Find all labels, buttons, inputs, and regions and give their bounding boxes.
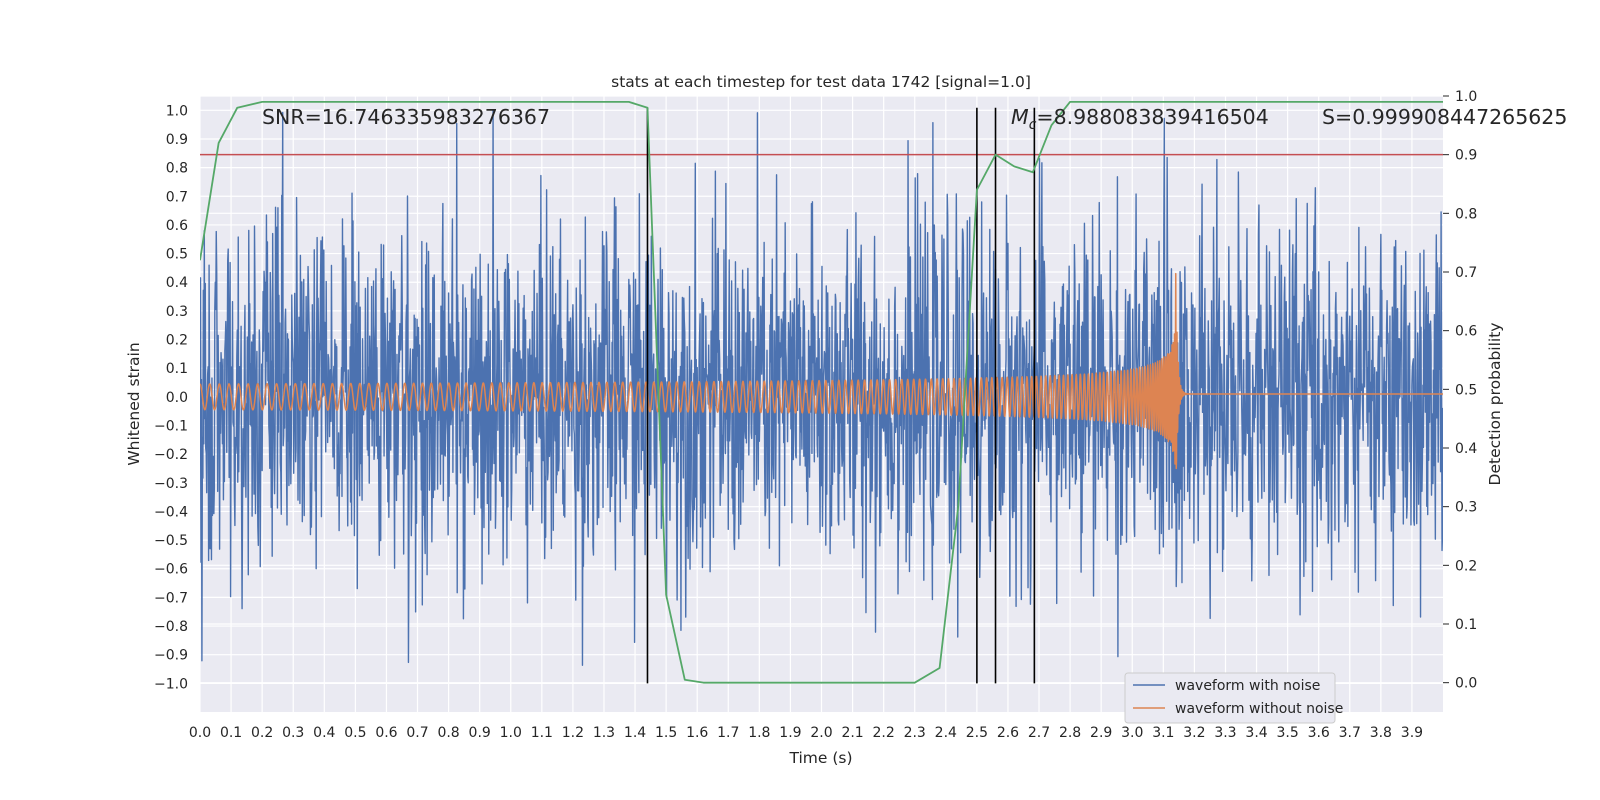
x-tick-label: 0.6 [375,725,397,741]
y-tick-label: 0.1 [166,361,188,377]
x-tick-label: 3.6 [1308,725,1330,741]
y-tick-label: 0.6 [166,218,188,234]
x-tick-label: 0.2 [251,725,273,741]
x-tick-label: 0.0 [189,725,211,741]
y-tick-label: −0.4 [154,504,188,520]
y-tick-label: −0.1 [154,418,188,434]
y-tick-label: 1.0 [166,103,188,119]
x-tick-label: 2.3 [904,725,926,741]
x-tick-label: 1.0 [500,725,522,741]
x-tick-label: 2.4 [935,725,957,741]
y2-tick-label: 0.0 [1455,676,1477,692]
x-tick-label: 2.7 [1028,725,1050,741]
chirp-mass-subscript: c [1029,117,1037,133]
x-tick-label: 3.1 [1152,725,1174,741]
y2-tick-label: 0.4 [1455,441,1477,457]
x-tick-label: 2.9 [1090,725,1112,741]
y2-tick-label: 0.8 [1455,206,1477,222]
y2-tick-label: 0.5 [1455,382,1477,398]
y-tick-label: 0.0 [166,390,188,406]
y-tick-label: −0.9 [154,648,188,664]
x-tick-label: 1.9 [779,725,801,741]
y-tick-label: 0.9 [166,132,188,148]
x-tick-label: 3.4 [1245,725,1267,741]
y-tick-label: 0.3 [166,304,188,320]
y2-tick-label: 1.0 [1455,89,1477,105]
x-tick-label: 1.5 [655,725,677,741]
y2-tick-label: 0.7 [1455,265,1477,281]
y2-axis-label: Detection probability [1486,323,1504,486]
x-tick-label: 3.0 [1121,725,1143,741]
x-tick-label: 3.7 [1339,725,1361,741]
y-tick-label: 0.7 [166,189,188,205]
x-tick-label: 1.3 [593,725,615,741]
y-tick-label: 0.4 [166,275,188,291]
y-tick-label: −0.5 [154,533,188,549]
x-tick-label: 3.9 [1401,725,1423,741]
chirp-mass-annotation: Mc=8.988083839416504 [1011,105,1269,133]
x-tick-label: 3.3 [1214,725,1236,741]
x-tick-label: 0.5 [344,725,366,741]
x-tick-label: 3.5 [1276,725,1298,741]
x-tick-label: 0.7 [406,725,428,741]
y2-tick-labels: 0.0 0.1 0.2 0.3 0.4 0.5 0.6 0.7 0.8 0.9 1.0 [1443,89,1477,692]
chart-title: stats at each timestep for test data 174… [611,73,1031,91]
y-tick-label: −0.3 [154,476,188,492]
legend-label-waveform-with-noise: waveform with noise [1175,678,1320,694]
y-tick-label: −0.6 [154,562,188,578]
y-tick-label: −0.7 [154,590,188,606]
series-line-waveform-without-noise [200,272,1443,470]
x-tick-label: 2.0 [810,725,832,741]
x-tick-label: 3.8 [1370,725,1392,741]
series-line-waveform-with-noise [200,109,1443,666]
x-tick-label: 0.1 [220,725,242,741]
legend: waveform with noise waveform without noi… [1124,672,1343,724]
y-tick-label: 0.8 [166,161,188,177]
x-tick-label: 3.2 [1183,725,1205,741]
x-tick-label: 2.6 [997,725,1019,741]
x-tick-label: 2.5 [966,725,988,741]
y2-tick-label: 0.3 [1455,500,1477,516]
x-tick-label: 1.7 [717,725,739,741]
legend-box [1124,672,1336,724]
x-tick-label: 1.6 [686,725,708,741]
y-tick-label: 0.2 [166,333,188,349]
y-tick-label: −0.8 [154,619,188,635]
series-line-detection-probability [200,100,1443,684]
legend-label-waveform-without-noise: waveform without noise [1175,701,1343,717]
y2-tick-label: 0.1 [1455,617,1477,633]
y-axis-label: Whitened strain [125,342,143,465]
x-tick-label: 1.1 [531,725,553,741]
x-axis-label: Time (s) [788,749,852,767]
x-tick-label: 1.8 [748,725,770,741]
x-tick-label: 2.2 [873,725,895,741]
x-tick-label: 0.9 [469,725,491,741]
x-tick-labels: 0.0 0.1 0.2 0.3 0.4 0.5 0.6 0.7 0.8 0.9 1.0 1.1 1.2 1… [189,725,1423,741]
x-tick-label: 1.4 [624,725,646,741]
plot-marks [200,100,1443,684]
chirp-mass-symbol: M [1011,105,1029,129]
s-annotation: S=0.999908447265625 [1322,105,1567,129]
x-tick-label: 0.3 [282,725,304,741]
x-tick-label: 1.2 [562,725,584,741]
x-tick-label: 0.8 [437,725,459,741]
x-tick-label: 2.1 [841,725,863,741]
y-tick-label: −0.2 [154,447,188,463]
x-tick-label: 0.4 [313,725,335,741]
x-tick-label: 2.8 [1059,725,1081,741]
chirp-mass-value: =8.988083839416504 [1036,105,1268,129]
y2-tick-label: 0.2 [1455,558,1477,574]
y-tick-label: −1.0 [154,676,188,692]
y2-tick-label: 0.6 [1455,324,1477,340]
snr-annotation: SNR=16.746335983276367 [262,105,550,129]
y-tick-label: 0.5 [166,247,188,263]
y-tick-labels: −1.0 −0.9 −0.8 −0.7 −0.6 −0.5 −0.4 −0.3 −0.2 −0.1… [154,103,188,692]
y2-tick-label: 0.9 [1455,148,1477,164]
